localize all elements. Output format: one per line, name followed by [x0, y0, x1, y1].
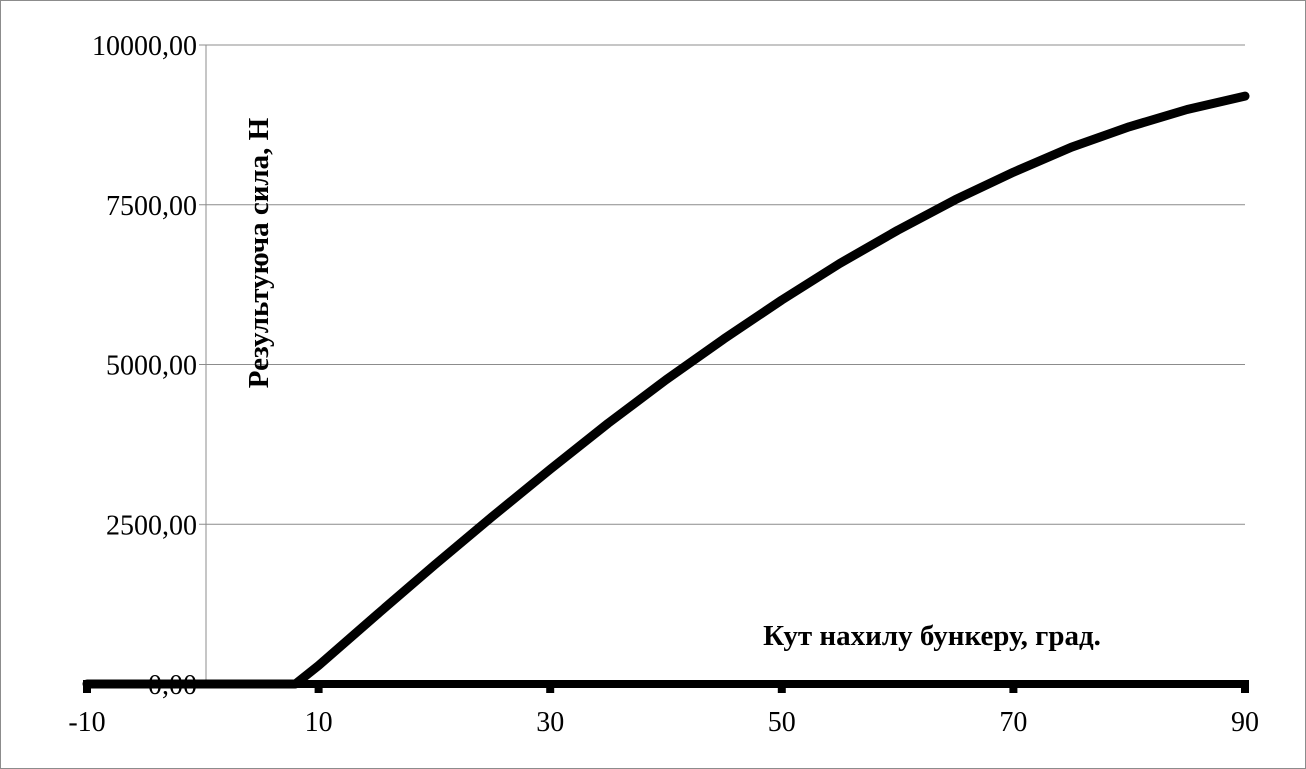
y-tick-label: 5000,00 [106, 351, 197, 382]
x-tick-label: -10 [68, 707, 105, 738]
x-axis-title: Кут нахилу бункеру, град. [763, 620, 1101, 652]
x-axis-tick-labels: -10 10 30 50 70 90 [68, 707, 1259, 738]
gridlines [206, 44, 1245, 525]
y-tick-label: 2500,00 [106, 510, 197, 541]
y-tick-label: 10000,00 [92, 31, 197, 62]
x-tick-label: 10 [305, 707, 333, 738]
x-tick-label: 90 [1231, 707, 1259, 738]
x-tick-label: 70 [999, 707, 1027, 738]
series-layer [82, 91, 1250, 689]
y-tick-label: 7500,00 [106, 191, 197, 222]
x-tick-label: 50 [768, 707, 796, 738]
y-axis-title: Результуюча сила, Н [243, 117, 275, 388]
x-tick-label: 30 [536, 707, 564, 738]
series-line [82, 91, 1250, 689]
